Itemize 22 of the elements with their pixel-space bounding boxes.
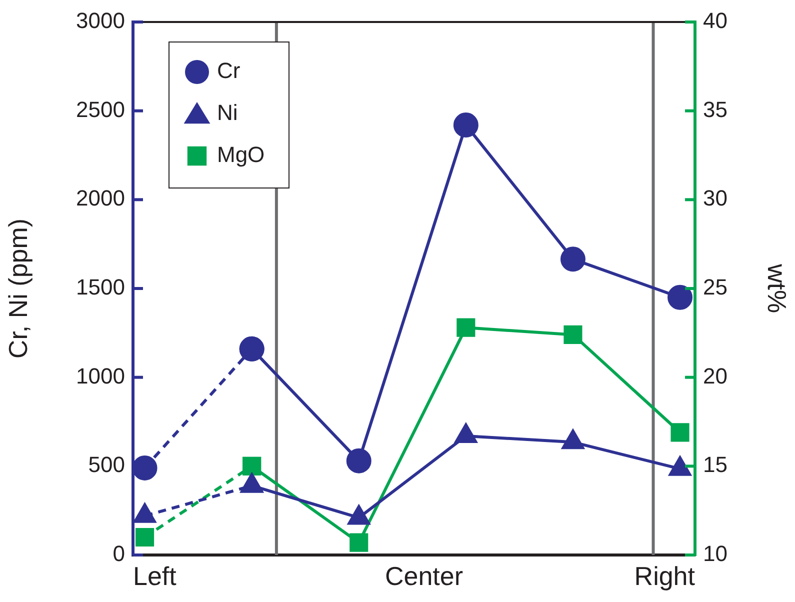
y2-axis-title: wt% (762, 262, 792, 314)
legend-label: Ni (217, 100, 238, 126)
text: Left (133, 561, 178, 592)
y2-tick-label: 30 (703, 186, 728, 211)
y2-tick-label: 20 (703, 363, 728, 388)
text: Right (634, 561, 696, 592)
y-tick-label: 2000 (76, 186, 125, 211)
y-tick-label: 3000 (76, 8, 125, 34)
legend-label: MgO (217, 142, 265, 168)
y2-tick-label: 10 (703, 541, 728, 566)
y2-tick-label: 15 (703, 452, 728, 478)
y-axis-title: Cr, Ni (ppm) (2, 218, 33, 359)
y-tick-label: 0 (112, 541, 125, 566)
legend-label: Cr (217, 58, 240, 84)
y-tick-label: 500 (88, 452, 125, 478)
y2-tick-label: 25 (703, 274, 728, 300)
y2-tick-label: 40 (703, 8, 728, 34)
text: Center (384, 561, 464, 592)
y-tick-label: 1000 (76, 363, 125, 388)
y-tick-label: 2500 (76, 96, 125, 122)
y2-tick-label: 35 (703, 96, 728, 122)
y-tick-label: 1500 (76, 274, 125, 300)
